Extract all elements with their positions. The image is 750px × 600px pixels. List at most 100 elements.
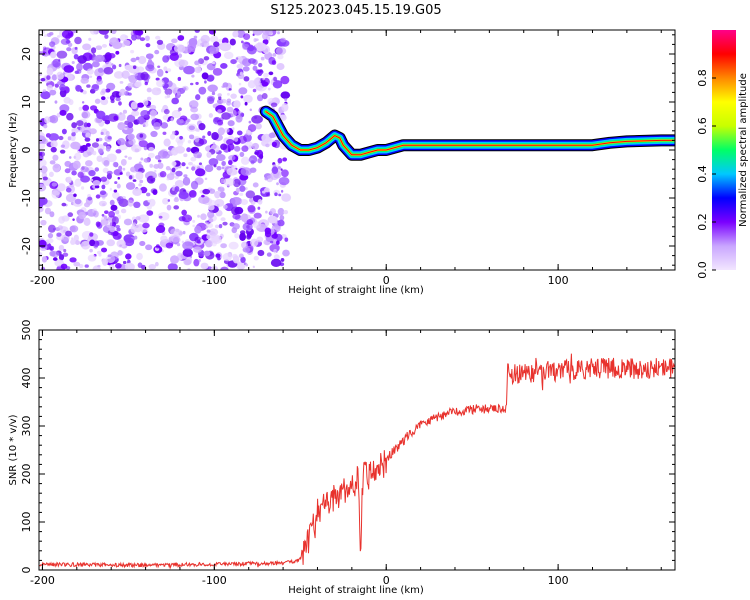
noise-speckle <box>220 266 229 270</box>
noise-speckle <box>280 75 290 85</box>
noise-speckle <box>109 187 112 191</box>
noise-speckle <box>160 235 168 242</box>
noise-speckle <box>212 142 216 145</box>
noise-speckle <box>88 37 92 41</box>
noise-speckle <box>164 88 173 96</box>
noise-speckle <box>61 30 74 39</box>
noise-speckle <box>145 64 155 72</box>
noise-speckle <box>80 166 89 173</box>
noise-speckle <box>194 60 200 66</box>
noise-speckle <box>117 249 123 256</box>
noise-speckle <box>156 68 164 77</box>
noise-speckle <box>124 155 128 158</box>
noise-speckle <box>192 224 196 228</box>
noise-speckle <box>132 179 137 182</box>
noise-speckle <box>74 36 82 45</box>
noise-speckle <box>173 205 180 210</box>
noise-speckle <box>63 229 67 233</box>
noise-speckle <box>252 30 263 36</box>
noise-speckle <box>67 136 72 141</box>
noise-speckle <box>100 219 109 226</box>
noise-speckle <box>258 219 270 228</box>
y-tick-label: 0 <box>20 567 33 574</box>
noise-speckle <box>136 252 143 261</box>
noise-speckle <box>194 136 200 143</box>
noise-speckle <box>107 254 112 258</box>
noise-speckle <box>243 94 253 104</box>
noise-speckle <box>147 61 151 64</box>
noise-speckle <box>247 204 256 213</box>
noise-speckle <box>183 174 188 178</box>
noise-speckle <box>147 199 151 203</box>
noise-speckle <box>245 263 249 267</box>
noise-speckle <box>230 197 243 206</box>
noise-speckle <box>239 192 244 196</box>
noise-speckle <box>239 185 246 192</box>
noise-speckle <box>202 135 206 139</box>
noise-speckle <box>217 127 225 136</box>
noise-speckle <box>90 105 98 111</box>
noise-speckle <box>111 63 114 66</box>
noise-speckle <box>137 30 143 34</box>
noise-speckle <box>240 198 249 206</box>
noise-speckle <box>163 66 168 72</box>
noise-speckle <box>232 165 237 169</box>
noise-speckle <box>153 121 161 130</box>
noise-speckle <box>51 182 58 187</box>
noise-speckle <box>197 214 200 218</box>
noise-speckle <box>133 72 139 77</box>
noise-speckle <box>120 158 127 166</box>
noise-speckle <box>266 252 272 257</box>
noise-speckle <box>222 204 228 209</box>
noise-speckle <box>171 97 180 105</box>
snr-ylabel: SNR (10 * v/v) <box>8 414 19 485</box>
noise-speckle <box>240 95 244 99</box>
noise-speckle <box>104 115 110 121</box>
noise-speckle <box>56 71 65 80</box>
noise-speckle <box>256 149 264 158</box>
noise-speckle <box>57 80 63 86</box>
noise-speckle <box>104 34 109 39</box>
noise-speckle <box>241 40 244 44</box>
noise-speckle <box>39 183 47 192</box>
noise-speckle <box>138 214 150 223</box>
noise-speckle <box>217 109 222 113</box>
noise-speckle <box>149 109 157 117</box>
noise-speckle <box>83 217 91 226</box>
noise-speckle <box>246 219 254 226</box>
noise-speckle <box>281 169 289 178</box>
noise-speckle <box>148 147 155 152</box>
noise-speckle <box>163 138 171 147</box>
noise-speckle <box>127 92 132 96</box>
noise-speckle <box>253 255 259 261</box>
noise-speckle <box>250 160 255 165</box>
noise-speckle <box>46 75 51 81</box>
noise-speckle <box>142 222 150 229</box>
noise-speckle <box>175 170 183 177</box>
noise-speckle <box>54 100 58 104</box>
noise-speckle <box>49 171 54 178</box>
noise-speckle <box>78 106 83 111</box>
noise-speckle <box>181 209 187 216</box>
noise-speckle <box>57 225 63 230</box>
noise-speckle <box>277 31 280 35</box>
noise-speckle <box>176 94 180 99</box>
noise-speckle <box>108 53 116 59</box>
y-tick-label: 500 <box>20 320 33 341</box>
noise-speckle <box>187 139 192 144</box>
noise-speckle <box>72 160 81 169</box>
noise-speckle <box>43 34 48 37</box>
noise-speckle <box>226 167 238 176</box>
noise-speckle <box>95 194 101 199</box>
noise-speckle <box>74 70 80 75</box>
noise-speckle <box>114 181 118 184</box>
noise-speckle <box>40 266 46 270</box>
noise-speckle <box>208 217 214 223</box>
noise-speckle <box>170 117 174 122</box>
noise-speckle <box>223 51 234 60</box>
noise-speckle <box>88 169 96 177</box>
noise-speckle <box>194 66 202 74</box>
noise-speckle <box>127 199 134 207</box>
noise-speckle <box>80 124 91 134</box>
noise-speckle <box>191 165 198 171</box>
